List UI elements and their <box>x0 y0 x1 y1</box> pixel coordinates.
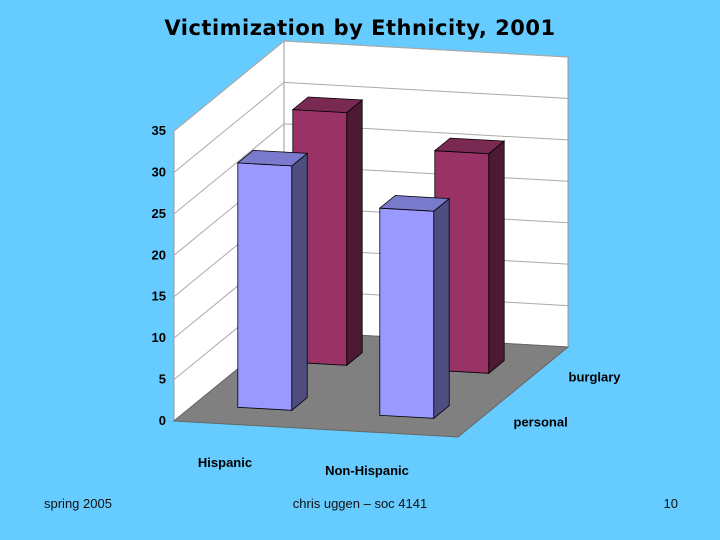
gridline <box>173 81 569 173</box>
footer-date: spring 2005 <box>44 496 112 511</box>
footer-page-number: 10 <box>663 496 678 511</box>
bar-side-face <box>433 197 450 420</box>
bar-side-face <box>488 140 505 375</box>
chart-labels: 0 5 10 15 20 25 30 35 Hispanic Non-Hispanic person… <box>152 123 622 478</box>
y-tick-label: 15 <box>152 289 166 304</box>
bar-top-face <box>236 149 309 167</box>
bar-front-face <box>237 162 293 411</box>
bar-side-face <box>346 99 363 367</box>
gridline <box>173 40 569 132</box>
series-label: burglary <box>569 370 622 385</box>
bar-front-face <box>379 207 435 419</box>
bar-top-face <box>433 137 506 155</box>
y-tick-label: 5 <box>159 372 166 387</box>
y-tick-label: 35 <box>152 123 166 138</box>
bar-top-face <box>291 96 364 114</box>
category-label: Non-Hispanic <box>325 463 409 478</box>
gridline <box>173 123 569 215</box>
y-tick-label: 10 <box>152 330 166 345</box>
category-label: Hispanic <box>198 455 252 470</box>
y-tick-label: 30 <box>152 164 166 179</box>
chart-bars <box>236 96 506 420</box>
bar-side-face <box>291 152 308 412</box>
y-tick-label: 25 <box>152 206 166 221</box>
slide-title: Victimization by Ethnicity, 2001 <box>164 16 556 40</box>
y-tick-label: 20 <box>152 247 166 262</box>
footer-author: chris uggen – soc 4141 <box>292 496 428 511</box>
y-tick-label: 0 <box>159 413 166 428</box>
series-label: personal <box>514 415 568 430</box>
bar-top-face <box>378 195 451 212</box>
bar-personal-hispanic <box>236 149 309 412</box>
bar-personal-non-hispanic <box>378 195 451 420</box>
